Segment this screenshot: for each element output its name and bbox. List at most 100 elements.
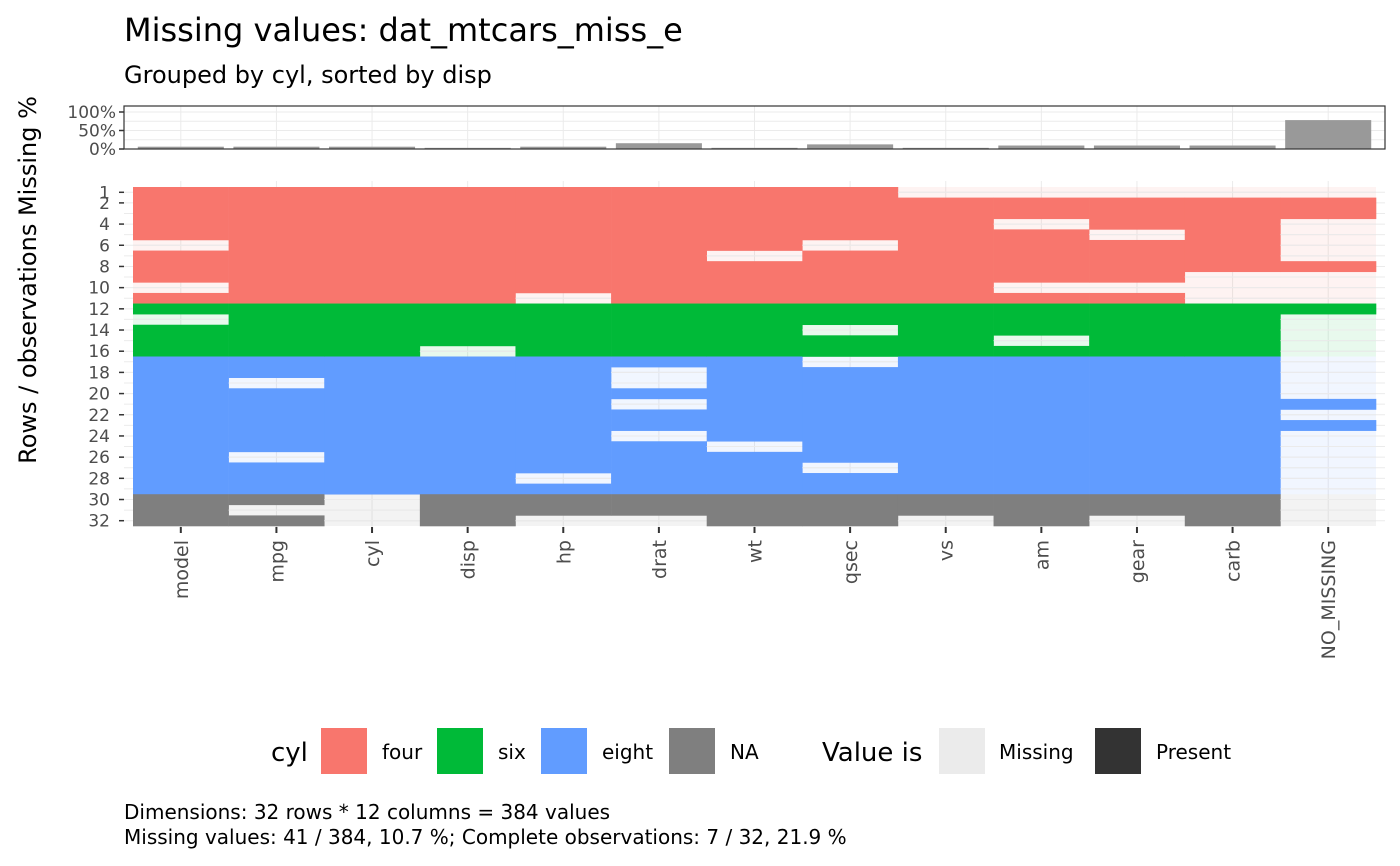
heatmap-ytick-label: 30 [88, 491, 110, 511]
column-label-disp: disp [458, 540, 480, 579]
column-label-qsec: qsec [840, 540, 862, 584]
chart-title: Missing values: dat_mtcars_miss_e [124, 11, 683, 49]
cell-present-gear [1089, 292, 1186, 304]
cell-present-qsec [802, 494, 899, 527]
bar-cyl [329, 146, 416, 149]
cell-present-qsec [802, 367, 899, 463]
cell-present-hp [515, 187, 612, 294]
legend-label-present: Present [1156, 740, 1231, 764]
heatmap-ytick-label: 1 [99, 183, 110, 203]
cell-present-wt [706, 261, 803, 304]
cell-present-disp [419, 187, 516, 304]
missing-percent-bar-panel: 0%50%100% [67, 103, 1386, 160]
cell-present-drat [611, 441, 707, 495]
cell-present-wt [706, 187, 803, 251]
heatmap-ytick-label: 6 [99, 236, 110, 256]
legend-label-missing: Missing [999, 740, 1074, 764]
cell-present-am [993, 494, 1090, 527]
cell-present-am [993, 345, 1090, 357]
heatmap-ytick-label: 28 [88, 469, 110, 489]
heatmap-ytick-label: 14 [88, 321, 110, 341]
cell-present-disp [419, 303, 516, 347]
cell-present-drat [611, 409, 707, 431]
cell-present-wt [706, 451, 803, 495]
cell-present-cyl [324, 187, 421, 304]
legend-label-na: NA [730, 740, 759, 764]
cell-present-wt [706, 494, 803, 527]
heatmap-ytick-label: 12 [88, 300, 110, 320]
cell-present-mpg [228, 494, 325, 506]
cell-present-model [133, 324, 229, 357]
bar-ytick-label: 0% [89, 140, 116, 160]
cell-present-gear [1089, 239, 1186, 283]
legend-label-four: four [382, 740, 423, 764]
cell-present-qsec [802, 473, 899, 495]
cell-present-model [133, 303, 229, 315]
cell-present-gear [1089, 494, 1186, 516]
column-label-gear: gear [1127, 540, 1149, 583]
cell-present-model [133, 250, 229, 283]
cell-present-drat [611, 303, 707, 357]
cell-present-am [993, 197, 1090, 220]
legend-value: Value is Missing Present [822, 728, 1231, 774]
cell-present-vs [897, 197, 994, 304]
legend-key-six [437, 728, 483, 774]
cell-present-wt [706, 356, 803, 442]
cell-present-vs [897, 356, 994, 495]
caption-missing-summary: Missing values: 41 / 384, 10.7 %; Comple… [124, 825, 847, 849]
cell-present-mpg [228, 515, 325, 527]
cell-present-vs [897, 303, 994, 357]
cell-present-drat [611, 356, 707, 368]
cell-present-carb [1184, 303, 1281, 357]
cell-present-qsec [802, 250, 899, 304]
cell-present-hp [515, 483, 612, 495]
cell-present-mpg [228, 356, 325, 378]
heatmap-ytick-label: 24 [88, 427, 110, 447]
column-label-drat: drat [649, 540, 671, 579]
cell-present-disp [419, 494, 516, 527]
cell-present-wt [706, 303, 803, 357]
column-label-model: model [171, 540, 193, 599]
heatmap-ytick-label: 4 [99, 215, 110, 235]
bar-am [998, 145, 1085, 149]
chart-subtitle: Grouped by cyl, sorted by disp [124, 61, 492, 89]
column-label-hp: hp [553, 540, 575, 564]
cell-present-no_missing [1280, 261, 1377, 273]
heatmap-ytick-label: 32 [88, 512, 110, 532]
legend-key-eight [541, 728, 587, 774]
heatmap-ytick-label: 8 [99, 257, 110, 277]
cell-present-no_missing [1280, 420, 1377, 431]
cell-present-drat [611, 388, 707, 400]
cell-present-cyl [324, 303, 421, 357]
heatmap-ytick-label: 20 [88, 385, 110, 405]
legend-value-title: Value is [822, 738, 922, 768]
bar-qsec [807, 144, 894, 149]
cell-present-am [993, 292, 1090, 304]
bar-no_missing [1285, 120, 1372, 149]
cell-present-carb [1184, 197, 1281, 273]
column-label-no-missing: NO_MISSING [1318, 540, 1340, 659]
column-label-vs: vs [936, 540, 958, 561]
cell-present-carb [1184, 494, 1281, 527]
legend-key-missing [939, 728, 985, 774]
cell-present-qsec [802, 303, 899, 326]
cell-present-gear [1089, 303, 1186, 357]
cell-present-gear [1089, 197, 1186, 230]
cell-present-model [133, 292, 229, 304]
bar-model [137, 146, 224, 149]
cell-present-vs [897, 494, 994, 516]
cell-present-carb [1184, 356, 1281, 495]
column-labels: model mpg cyl disp hp drat wt qsec vs am gear carb N… [171, 527, 1340, 659]
cell-present-cyl [324, 356, 421, 495]
legend-label-eight: eight [602, 740, 653, 764]
bar-carb [1189, 145, 1276, 149]
cell-present-no_missing [1280, 303, 1377, 315]
cell-present-mpg [228, 462, 325, 495]
legend-key-present [1095, 728, 1141, 774]
heatmap-ytick-label: 10 [88, 279, 110, 299]
cell-present-disp [419, 356, 516, 495]
column-label-carb: carb [1223, 540, 1245, 582]
cell-present-hp [515, 494, 612, 516]
bar-ytick-label: 50% [78, 122, 116, 142]
